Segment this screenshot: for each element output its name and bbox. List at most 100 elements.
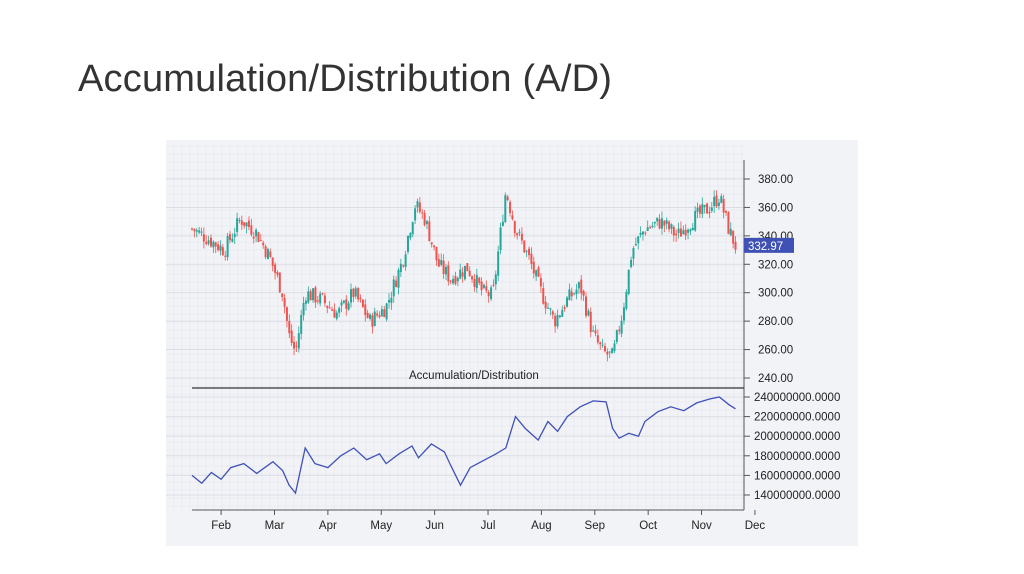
ad-tick-label: 160000000.0000 — [754, 470, 840, 482]
candle-body — [701, 204, 704, 215]
ad-pane-title: Accumulation/Distribution — [409, 370, 539, 382]
candle-body — [580, 279, 583, 294]
candle-body — [352, 288, 355, 298]
candle-body — [535, 270, 538, 277]
candle-body — [399, 263, 402, 272]
candle-body — [644, 232, 647, 234]
candle-body — [191, 228, 193, 230]
candle-body — [539, 277, 542, 287]
candle-body — [335, 312, 338, 319]
x-tick-label: Nov — [691, 520, 712, 532]
candle-body — [395, 280, 398, 288]
candle-body — [302, 303, 305, 316]
candle-body — [554, 315, 557, 327]
candle-body — [340, 302, 343, 306]
candle-body — [725, 210, 728, 213]
candle-body — [214, 242, 217, 247]
candle-body — [613, 343, 616, 352]
candle-body — [255, 229, 258, 237]
candle-body — [202, 234, 205, 242]
candle-body — [228, 234, 231, 241]
candle-body — [226, 236, 229, 258]
candle-body — [729, 228, 732, 236]
candle-body — [414, 208, 417, 221]
candle-body — [293, 341, 296, 349]
candle-body — [480, 281, 483, 291]
ad-tick-label: 220000000.0000 — [754, 412, 840, 424]
candle-body — [423, 212, 426, 226]
candle-body — [691, 227, 694, 231]
candle-body — [276, 272, 279, 275]
candle-body — [364, 304, 367, 316]
price-tick-label: 260.00 — [758, 345, 793, 357]
candle-body — [274, 264, 277, 273]
candle-body — [658, 219, 661, 229]
candle-body — [271, 257, 274, 266]
candle-body — [264, 246, 267, 258]
candle-body — [646, 227, 649, 231]
candle-body — [404, 254, 407, 267]
candle-body — [706, 203, 709, 214]
candle-body — [675, 233, 678, 236]
candle-body — [392, 279, 395, 297]
candle-body — [511, 215, 514, 220]
candle-body — [338, 308, 341, 313]
candle-body — [570, 291, 573, 297]
candle-body — [198, 230, 201, 233]
x-tick-label: Oct — [639, 520, 658, 532]
candle-body — [238, 219, 241, 221]
candle-body — [497, 251, 500, 276]
candle-body — [575, 289, 578, 295]
candle-body — [316, 300, 319, 302]
candle-body — [720, 196, 723, 203]
x-tick-label: Mar — [265, 520, 285, 532]
candle-body — [501, 221, 504, 226]
candle-body — [665, 220, 668, 224]
candle-body — [532, 261, 535, 274]
candle-body — [411, 222, 414, 235]
candle-body — [366, 312, 369, 318]
ad-y-axis: 240000000.0000 220000000.0000 200000000.00… — [166, 392, 840, 502]
candle-body — [236, 218, 239, 232]
candle-body — [618, 329, 621, 332]
candle-body — [309, 291, 312, 301]
candle-body — [630, 259, 633, 268]
candle-body — [627, 269, 630, 294]
candle-body — [456, 278, 459, 282]
candle-body — [347, 303, 350, 310]
candle-body — [651, 225, 654, 228]
candle-body — [561, 309, 564, 317]
candle-body — [549, 308, 552, 310]
candle-body — [506, 196, 509, 201]
candle-body — [257, 232, 260, 242]
candle-body — [620, 320, 623, 334]
candle-body — [290, 330, 293, 343]
candle-body — [435, 246, 438, 261]
candle-body — [288, 320, 291, 334]
candle-body — [513, 221, 516, 234]
candle-body — [653, 221, 656, 224]
candle-body — [687, 229, 690, 233]
candle-body — [321, 293, 324, 295]
candle-body — [409, 233, 412, 238]
candle-body — [342, 300, 345, 303]
candle-body — [454, 276, 457, 284]
candle-body — [219, 245, 222, 251]
candle-body — [520, 233, 523, 241]
candle-body — [387, 299, 390, 303]
candle-body — [634, 244, 637, 246]
candle-body — [710, 207, 713, 212]
candle-body — [528, 248, 531, 256]
candle-body — [608, 351, 611, 353]
candle-body — [212, 241, 215, 248]
candle-body — [240, 220, 243, 225]
candle-body — [333, 309, 336, 318]
candle-body — [632, 248, 635, 259]
chart-svg: 380.00360.00340.00320.00300.00280.00260.… — [166, 140, 858, 546]
candle-body — [566, 297, 569, 307]
candle-body — [304, 300, 307, 304]
candle-body — [397, 269, 400, 288]
candle-body — [584, 296, 587, 316]
candle-body — [694, 211, 697, 231]
candle-body — [205, 241, 208, 244]
